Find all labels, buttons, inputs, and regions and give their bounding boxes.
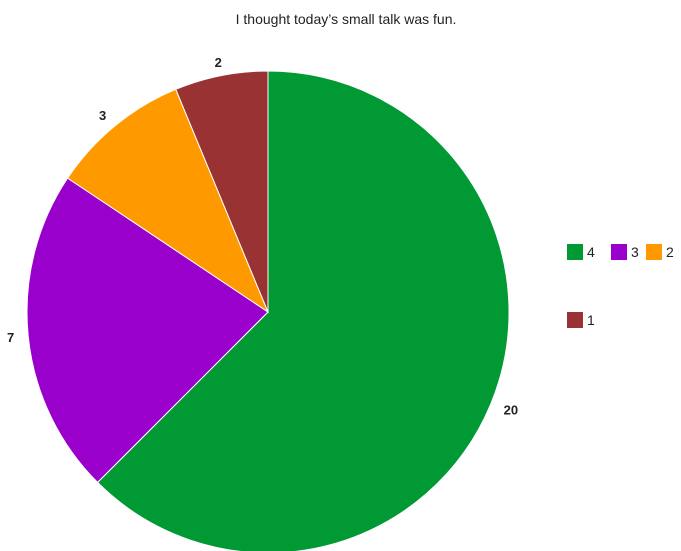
- legend-label-2: 2: [666, 244, 674, 260]
- slice-labels: 20 7 3 2: [7, 55, 518, 418]
- slice-value-label-1: 2: [215, 55, 222, 70]
- pie-slice-1: [175, 70, 269, 313]
- legend-swatch-2: [646, 244, 662, 260]
- pie-slices: [26, 70, 510, 551]
- pie-slice-2: [66, 88, 270, 314]
- legend-label-4: 4: [587, 244, 595, 260]
- legend: 4 3 2 1: [567, 244, 674, 328]
- legend-swatch-4: [567, 244, 583, 260]
- slice-value-label-2: 3: [99, 108, 106, 123]
- slice-value-label-3: 7: [7, 330, 14, 345]
- pie-slice-4: [96, 70, 510, 551]
- legend-swatch-3: [611, 244, 627, 260]
- legend-label-1: 1: [587, 312, 595, 328]
- legend-swatch-1: [567, 312, 583, 328]
- pie-slice-3: [26, 177, 269, 484]
- legend-label-3: 3: [631, 244, 639, 260]
- slice-value-label-4: 20: [504, 403, 518, 418]
- chart-title: I thought today’s small talk was fun.: [236, 11, 457, 27]
